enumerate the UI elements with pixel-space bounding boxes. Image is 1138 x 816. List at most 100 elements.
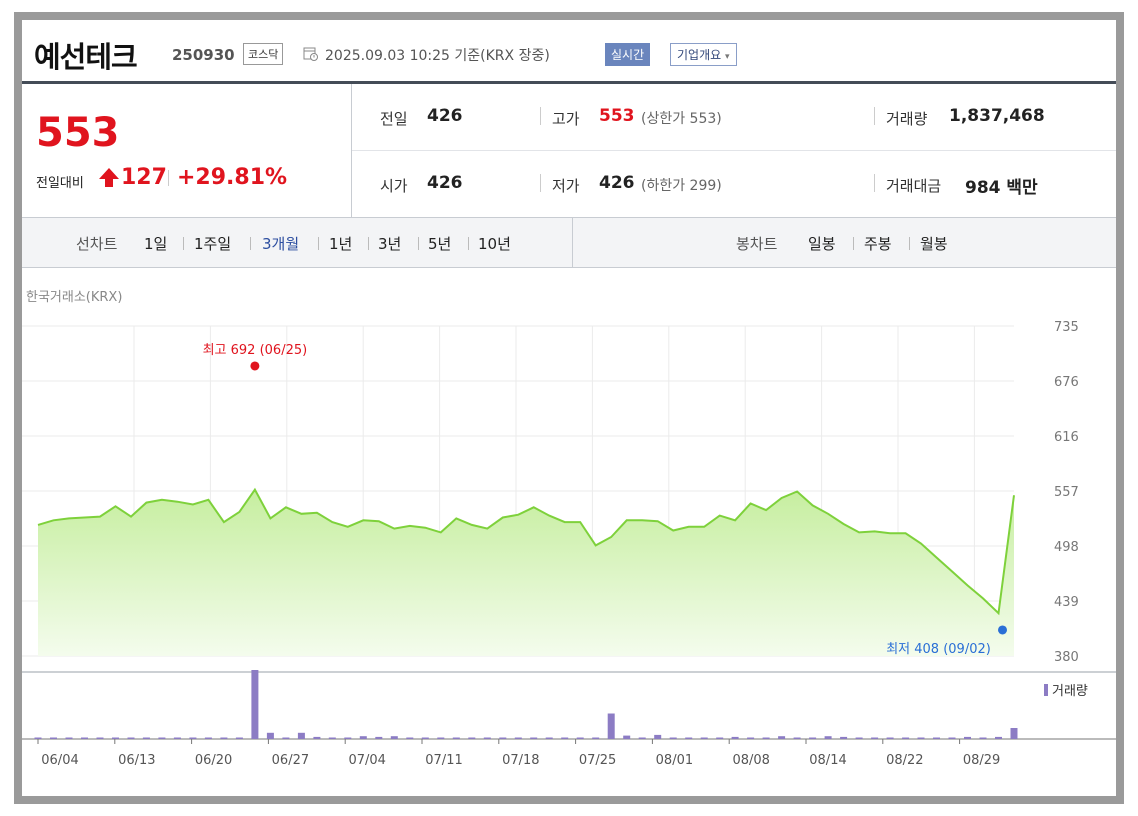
- divider: [183, 237, 184, 250]
- volume-bar: [65, 737, 73, 739]
- tab-1y[interactable]: 1년: [329, 235, 353, 253]
- stats-table: 전일 426 고가 553 (상한가 553) 거래량 1,837,468 시가…: [352, 84, 1116, 218]
- volume-bar: [979, 737, 987, 739]
- low-annotation: 최저 408 (09/02): [886, 642, 991, 657]
- volume-bar: [561, 737, 569, 739]
- stat-label: 저가: [552, 177, 580, 195]
- y-tick-label: 616: [1054, 430, 1079, 445]
- tab-weekly[interactable]: 주봉: [864, 235, 892, 253]
- volume-bar: [235, 737, 243, 739]
- divider: [909, 237, 910, 250]
- volume-bar: [1010, 728, 1018, 739]
- stat-value: 426: [427, 106, 463, 126]
- volume-bar: [840, 736, 848, 739]
- volume-bar: [251, 670, 259, 739]
- volume-legend-label: 거래량: [1052, 684, 1088, 699]
- volume-bar: [638, 737, 646, 739]
- volume-bar: [917, 737, 925, 739]
- stat-value: 426: [599, 173, 635, 193]
- volume-bar: [685, 737, 693, 739]
- volume-bar: [623, 735, 631, 740]
- y-tick-label: 557: [1054, 485, 1079, 500]
- company-overview-button[interactable]: 기업개요 ▾: [670, 43, 737, 66]
- x-tick-label: 07/04: [348, 753, 385, 768]
- volume-bar: [437, 737, 445, 739]
- candle-chart-heading: 봉차트: [736, 235, 778, 253]
- divider: [168, 170, 169, 186]
- company-overview-label: 기업개요: [677, 48, 722, 62]
- volume-bar: [359, 736, 367, 739]
- timestamp: 2025.09.03 10:25 기준(KRX 장중): [325, 48, 550, 64]
- current-price: 553: [36, 110, 120, 156]
- x-tick-label: 08/29: [963, 753, 1000, 768]
- tab-1w[interactable]: 1주일: [194, 235, 232, 253]
- stat-label: 전일: [380, 110, 408, 128]
- market-badge: 코스닥: [243, 43, 284, 65]
- volume-bar: [406, 737, 414, 739]
- y-tick-label: 439: [1054, 595, 1079, 610]
- volume-bar: [452, 737, 460, 739]
- divider: [250, 237, 251, 250]
- volume-bar: [50, 737, 57, 739]
- volume-bar: [731, 736, 739, 739]
- y-tick-label: 380: [1054, 650, 1079, 665]
- price-summary: 553 전일대비 127 +29.81%: [22, 84, 352, 218]
- realtime-button[interactable]: 실시간: [605, 43, 651, 66]
- tab-5y[interactable]: 5년: [428, 235, 452, 253]
- volume-bar: [809, 737, 817, 739]
- tab-10y[interactable]: 10년: [478, 235, 511, 253]
- y-tick-label: 676: [1054, 375, 1079, 390]
- volume-bar: [421, 737, 429, 739]
- x-tick-label: 06/20: [195, 753, 232, 768]
- volume-bar: [778, 736, 786, 739]
- volume-bar: [220, 737, 228, 739]
- volume-bar: [607, 713, 615, 739]
- volume-bar: [886, 737, 894, 739]
- x-tick-label: 06/13: [118, 753, 155, 768]
- volume-bar: [282, 737, 290, 739]
- chevron-down-icon: ▾: [725, 52, 730, 62]
- x-tick-label: 07/18: [502, 753, 539, 768]
- divider: [418, 237, 419, 250]
- tab-1d[interactable]: 1일: [144, 235, 168, 253]
- line-chart-heading: 선차트: [76, 235, 118, 253]
- x-tick-label: 08/14: [809, 753, 846, 768]
- volume-bar: [189, 737, 197, 739]
- divider: [540, 174, 541, 192]
- volume-bar: [375, 736, 383, 739]
- tab-monthly[interactable]: 월봉: [920, 235, 948, 253]
- divider: [468, 237, 469, 250]
- stock-code: 250930: [172, 46, 235, 64]
- stat-label: 시가: [380, 177, 408, 195]
- price-change: 127: [121, 165, 167, 190]
- price-area: [38, 489, 1014, 656]
- stock-name: 예선테크: [34, 40, 138, 74]
- divider: [368, 237, 369, 250]
- volume-bar: [902, 737, 910, 739]
- tab-3m[interactable]: 3개월: [262, 235, 300, 253]
- tab-daily[interactable]: 일봉: [808, 235, 836, 253]
- change-label: 전일대비: [36, 176, 84, 191]
- tab-3y[interactable]: 3년: [378, 235, 402, 253]
- volume-bar: [483, 737, 491, 739]
- volume-bar: [173, 737, 181, 739]
- volume-bar: [468, 737, 476, 739]
- change-rate: +29.81%: [177, 165, 288, 190]
- volume-bar: [964, 736, 971, 739]
- volume-bar: [81, 737, 88, 739]
- stat-value: 1,837,468: [949, 106, 1045, 126]
- volume-bar: [716, 737, 724, 739]
- volume-bar: [313, 736, 321, 739]
- chart-source: 한국거래소(KRX): [26, 290, 123, 305]
- y-tick-label: 498: [1054, 540, 1079, 555]
- volume-bar: [933, 737, 940, 739]
- high-annotation: 최고 692 (06/25): [203, 343, 308, 358]
- calendar-icon: [303, 47, 318, 61]
- stock-header: 예선테크 250930 코스닥 2025.09.03 10:25 기준(KRX …: [22, 20, 1116, 84]
- volume-bar: [762, 737, 770, 739]
- volume-bar: [545, 737, 553, 739]
- upper-limit: (상한가 553): [641, 111, 722, 127]
- volume-bar: [390, 736, 398, 739]
- up-arrow-icon: [99, 168, 119, 187]
- y-tick-label: 735: [1054, 320, 1079, 335]
